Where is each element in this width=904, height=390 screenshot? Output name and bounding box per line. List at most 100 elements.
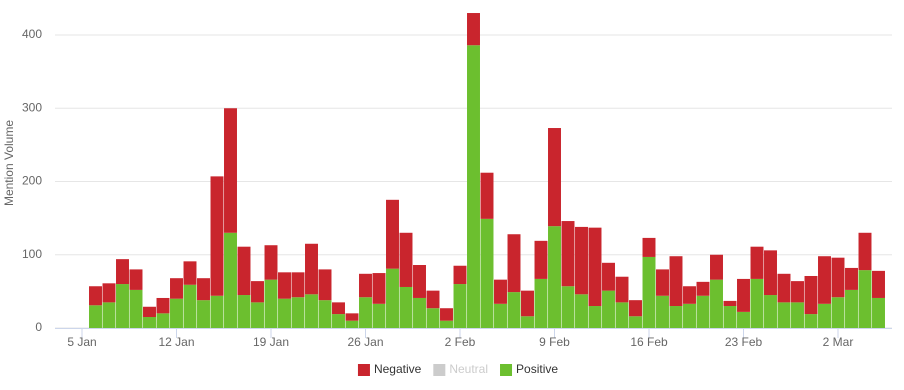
- y-tick-label: 100: [22, 247, 42, 261]
- bar-segment: [278, 298, 291, 328]
- legend-item[interactable]: Positive: [500, 362, 558, 376]
- bar-segment: [669, 306, 683, 328]
- bar-segment: [210, 176, 224, 296]
- bar-segment: [561, 286, 575, 328]
- bar-segment: [453, 284, 467, 328]
- bar-segment: [291, 272, 305, 298]
- bar-segment: [710, 254, 723, 280]
- bar-segment: [575, 226, 588, 295]
- bar-segment: [777, 273, 791, 303]
- bar-segment: [345, 320, 359, 328]
- bar-segment: [332, 302, 345, 315]
- bar-segment: [156, 313, 170, 328]
- bar-segment: [494, 303, 507, 328]
- bar-segment: [669, 256, 683, 307]
- bar-segment: [804, 314, 818, 328]
- bar-segment: [588, 227, 602, 307]
- bar-segment: [224, 232, 237, 328]
- bar-segment: [102, 302, 116, 328]
- bar-segment: [210, 295, 224, 328]
- bar-segment: [129, 269, 143, 290]
- bar-segment: [548, 128, 561, 227]
- bar-segment: [183, 284, 197, 328]
- bar-segment: [453, 265, 467, 285]
- x-tick-label: 19 Jan: [253, 335, 289, 349]
- bar-segment: [534, 278, 548, 328]
- bar-segment: [629, 300, 642, 317]
- bar-segment: [575, 294, 588, 328]
- bar-segment: [399, 232, 413, 287]
- bar-segment: [764, 250, 777, 296]
- y-axis-title: Mention Volume: [2, 120, 16, 206]
- bar-segment: [656, 269, 669, 296]
- bar-segment: [791, 281, 804, 303]
- bar-segment: [372, 303, 386, 328]
- bar-segment: [696, 281, 710, 296]
- bar-segment: [723, 300, 737, 307]
- bar-segment: [831, 257, 845, 298]
- legend-swatch: [433, 364, 446, 376]
- bar-segment: [156, 297, 170, 314]
- bar-segment: [642, 256, 656, 328]
- bar-segment: [116, 259, 129, 285]
- bar-segment: [332, 314, 345, 328]
- bar-segment: [872, 297, 885, 328]
- bar-segment: [858, 232, 872, 271]
- bar-segment: [426, 290, 440, 309]
- bar-segment: [480, 218, 494, 328]
- bar-segment: [521, 290, 534, 317]
- bar-segment: [683, 286, 696, 304]
- bar-segment: [750, 278, 764, 328]
- bar-segment: [143, 306, 156, 318]
- legend-label: Neutral: [449, 362, 488, 376]
- bar-segment: [764, 295, 777, 328]
- bar-segment: [305, 294, 318, 328]
- bar-segment: [818, 256, 831, 304]
- bar-segment: [548, 226, 561, 328]
- y-tick-label: 200: [22, 174, 42, 188]
- bar-segment: [507, 292, 521, 328]
- bar-segment: [629, 316, 642, 328]
- bar-segment: [723, 306, 737, 328]
- x-tick-label: 12 Jan: [158, 335, 194, 349]
- bar-segment: [89, 286, 102, 306]
- bar-segment: [264, 279, 278, 328]
- bar-segment: [831, 297, 845, 328]
- x-tick-label: 23 Feb: [725, 335, 763, 349]
- bar-segment: [345, 313, 359, 321]
- bar-segment: [143, 317, 156, 328]
- bar-segment: [318, 300, 332, 328]
- bar-segment: [116, 284, 129, 328]
- bar-segment: [372, 273, 386, 304]
- bar-segment: [359, 273, 372, 298]
- bar-segment: [89, 305, 102, 328]
- bar-segment: [683, 303, 696, 328]
- x-tick-label: 16 Feb: [630, 335, 668, 349]
- bar-segment: [129, 289, 143, 328]
- legend-item[interactable]: Negative: [357, 362, 422, 376]
- legend-swatch: [500, 364, 513, 376]
- bar-segment: [804, 275, 818, 315]
- bar-segment: [318, 269, 332, 301]
- x-tick-label: 26 Jan: [347, 335, 383, 349]
- legend: Negative Neutral Positive: [357, 362, 558, 376]
- bar-segment: [291, 297, 305, 328]
- bar-segment: [251, 281, 264, 303]
- bar-segment: [237, 246, 251, 296]
- x-tick-label: 2 Feb: [445, 335, 476, 349]
- bar-segment: [615, 276, 629, 303]
- bar-segment: [588, 306, 602, 328]
- bar-segment: [467, 45, 480, 328]
- bar-segment: [845, 267, 858, 290]
- bar-segment: [102, 283, 116, 303]
- bar-segment: [602, 290, 615, 328]
- bar-segment: [480, 172, 494, 219]
- bar-segment: [534, 240, 548, 279]
- bar-segment: [170, 278, 183, 299]
- x-tick-label: 5 Jan: [67, 335, 96, 349]
- legend-item[interactable]: Neutral: [433, 362, 488, 376]
- bar-segment: [872, 270, 885, 298]
- bar-segment: [224, 108, 237, 233]
- bar-segment: [602, 262, 615, 291]
